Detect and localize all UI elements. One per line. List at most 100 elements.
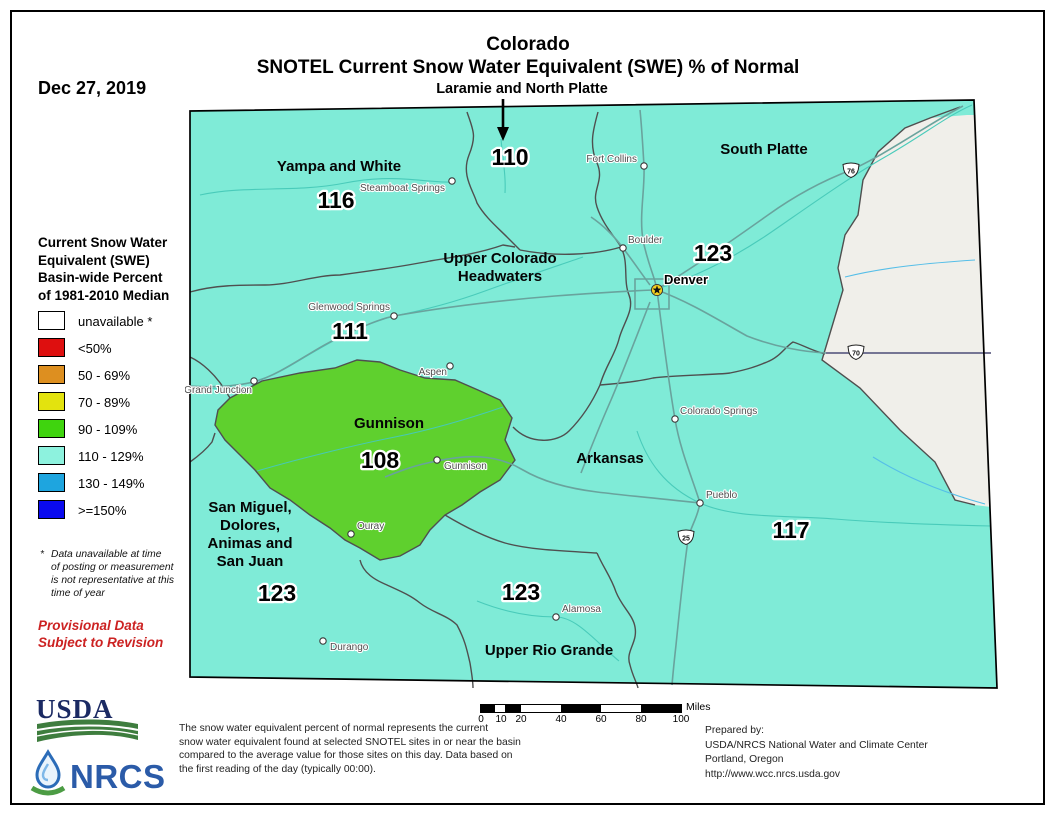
legend-swatch — [38, 419, 65, 438]
city-label-pueblo: Pueblo — [706, 490, 738, 501]
usda-logo: USDA — [36, 694, 139, 742]
scale-tick: 10 — [495, 714, 507, 725]
city-dot-fort-collins — [640, 162, 648, 170]
legend-label: 50 - 69% — [78, 368, 131, 383]
scale-tick: 80 — [635, 714, 647, 725]
swe-value-upper-rio-grande: 123 — [502, 579, 540, 605]
capital-star-marker — [650, 283, 664, 297]
shield-shape — [847, 344, 865, 361]
boundary-riogrande-west — [359, 559, 474, 689]
basin-boundaries — [189, 111, 826, 689]
city-dot-grand-junction — [250, 377, 258, 385]
scale-tick: 0 — [478, 714, 484, 725]
plains-river-2 — [872, 456, 986, 505]
south-platte-river — [662, 104, 973, 288]
legend-swatch — [38, 392, 65, 411]
scale-tick: 40 — [555, 714, 567, 725]
swe-value-sanmiguel: 123 — [258, 580, 296, 606]
swe-value-upper-colorado: 111 — [332, 318, 368, 344]
shield-shape — [842, 162, 860, 179]
swe-value-south-platte: 123 — [694, 240, 732, 266]
swe-value-gunnison: 108 — [361, 447, 400, 473]
legend-label: unavailable * — [78, 314, 153, 329]
callout-arrow-head — [497, 127, 509, 141]
scale-tick: 60 — [595, 714, 607, 725]
basin-boundary-plains — [821, 106, 976, 506]
boundary-southplatte-arkansas — [599, 341, 826, 386]
basin-label-yampa-white: Yampa and White — [277, 158, 401, 175]
map-description: The snow water equivalent percent of nor… — [179, 723, 521, 775]
svg-text:70: 70 — [852, 351, 860, 358]
usda-field-stripe — [36, 724, 139, 731]
city-label-steamboat-springs: Steamboat Springs — [360, 183, 445, 194]
svg-text:25: 25 — [682, 536, 690, 543]
usda-wordmark: USDA — [36, 694, 114, 724]
city-label-alamosa: Alamosa — [562, 604, 601, 615]
boundary-northplatte-south — [519, 246, 622, 255]
city-dot-ouray — [347, 530, 355, 538]
legend-swatch — [38, 446, 65, 465]
boundary-arkansas-gunnison — [512, 384, 601, 441]
legend-label: 90 - 109% — [78, 422, 138, 437]
scale-tick: 20 — [515, 714, 527, 725]
us50-road — [384, 455, 701, 504]
map-subtitle: SNOTEL Current Snow Water Equivalent (SW… — [256, 57, 800, 78]
us285-road — [580, 301, 651, 474]
basin-label-upper-colorado-1: Upper Colorado — [443, 250, 556, 267]
city-label-fort-collins: Fort Collins — [586, 154, 637, 165]
basin-label-sanmiguel-4: San Juan — [217, 553, 284, 570]
legend-label: >=150% — [78, 503, 127, 518]
water-drop-icon — [35, 749, 61, 789]
swe-value-arkansas: 117 — [772, 517, 809, 543]
swe-value-laramie-north-platte: 110 — [491, 144, 528, 170]
north-platte-creek — [500, 138, 506, 194]
city-dot-steamboat-springs — [448, 177, 456, 185]
basin-label-gunnison: Gunnison — [354, 415, 424, 432]
green-arc-icon — [30, 785, 66, 796]
legend-swatch — [38, 473, 65, 492]
gunnison-basin — [214, 359, 516, 561]
basin-label-sanmiguel-2: Dolores, — [220, 517, 280, 534]
scale-bar-segments — [480, 704, 682, 713]
usda-field-stripe-2 — [36, 729, 139, 737]
legend-swatch — [38, 311, 65, 330]
scale-bar: 0 10 20 40 60 80 100 Miles — [478, 701, 740, 734]
nrcs-logo: NRCS — [30, 749, 166, 796]
city-dot-gunnison — [433, 456, 441, 464]
arkansas-river — [636, 430, 992, 527]
city-label-glenwood-springs: Glenwood Springs — [308, 302, 390, 313]
city-dot-colorado-springs — [671, 415, 679, 423]
boundary-northplatte-east — [591, 111, 622, 248]
legend-label: 130 - 149% — [78, 476, 145, 491]
scale-tick: 100 — [672, 714, 690, 725]
city-label-gunnison: Gunnison — [444, 461, 487, 472]
legend-swatch — [38, 500, 65, 519]
city-dot-durango — [319, 637, 327, 645]
basin-label-upper-colorado-2: Headwaters — [458, 268, 542, 285]
city-dot-boulder — [619, 244, 627, 252]
denver-ring-road — [634, 278, 670, 310]
callout-laramie-north-platte: Laramie and North Platte — [436, 81, 608, 97]
colorado-state-outline — [189, 99, 998, 689]
nrcs-wordmark: NRCS — [70, 758, 166, 795]
prepared-by-block: Prepared by: USDA/NRCS National Water an… — [705, 724, 928, 782]
city-label-boulder: Boulder — [628, 235, 663, 246]
basin-label-sanmiguel-1: San Miguel, — [208, 499, 291, 516]
colorado-map: 76 70 25 — [185, 99, 998, 689]
i76-road — [658, 105, 964, 289]
shield-shape — [677, 529, 695, 546]
i25-shield: 25 — [677, 529, 695, 546]
unavailable-region — [822, 115, 991, 507]
city-label-denver: Denver — [664, 272, 708, 287]
basin-label-south-platte: South Platte — [720, 141, 808, 158]
svg-text:76: 76 — [847, 169, 855, 176]
basin-label-arkansas: Arkansas — [576, 450, 644, 467]
map-title: Colorado — [486, 34, 570, 55]
boundary-yampa-northplatte — [465, 111, 521, 251]
date-label: Dec 27, 2019 — [38, 78, 147, 98]
provisional-notice: Provisional Data Subject to Revision — [38, 618, 164, 650]
gunnison-river — [256, 406, 504, 472]
city-label-ouray: Ouray — [357, 521, 384, 532]
plains-river-1 — [844, 259, 976, 278]
